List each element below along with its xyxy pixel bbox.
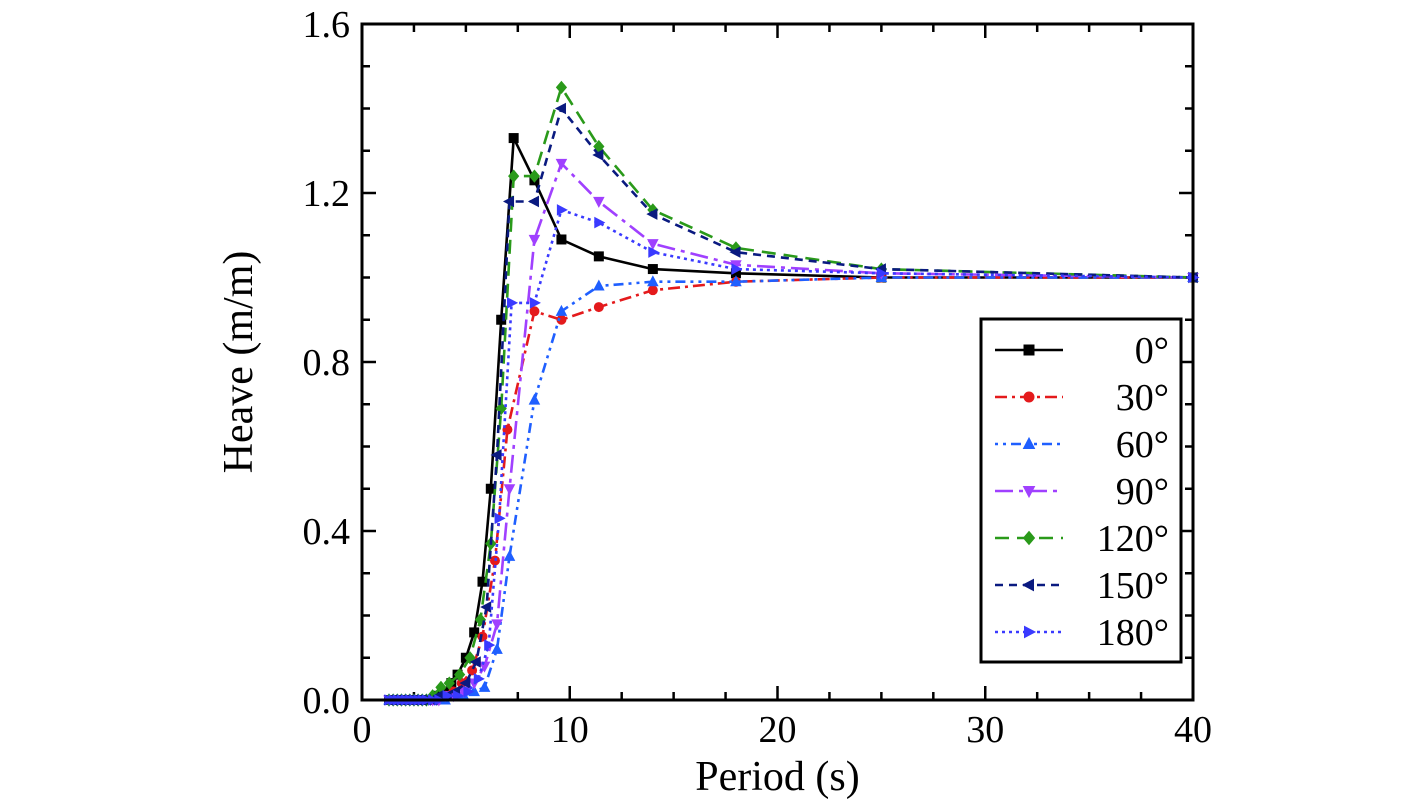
y-axis-title: Heave (m/m) (216, 251, 262, 474)
data-point (554, 102, 566, 115)
legend-label: 90° (1116, 471, 1169, 513)
x-tick-label: 0 (353, 709, 372, 751)
data-point (442, 689, 454, 702)
y-tick-label: 1.6 (303, 4, 351, 46)
y-tick-label: 0.4 (303, 511, 351, 553)
data-point (647, 275, 659, 287)
data-point (1023, 391, 1035, 403)
data-point (593, 279, 605, 291)
data-point (528, 393, 541, 405)
data-point (508, 169, 520, 183)
data-point (507, 297, 519, 309)
data-point (454, 668, 466, 682)
y-tick-label: 0.8 (303, 342, 351, 384)
data-point (473, 673, 485, 685)
data-point (1024, 625, 1037, 639)
data-point (1022, 530, 1036, 546)
data-point (503, 484, 516, 496)
data-point (494, 512, 506, 525)
series-line (389, 86, 1194, 702)
data-point (646, 208, 658, 220)
legend-label: 120° (1097, 518, 1169, 560)
data-point (593, 302, 604, 313)
data-point (1021, 578, 1034, 592)
data-point (484, 639, 496, 651)
data-point (647, 239, 659, 251)
data-point (453, 689, 465, 702)
x-tick-label: 40 (1174, 709, 1212, 751)
data-point (593, 251, 604, 262)
data-point (503, 195, 515, 208)
data-point (876, 267, 888, 280)
legend-label: 150° (1097, 565, 1169, 607)
legend: 0° 30° 60° 90° 120° 150° 180° (979, 317, 1183, 664)
data-point (529, 306, 540, 317)
legend-label: 30° (1116, 377, 1169, 419)
data-point (594, 216, 606, 229)
y-tick-label: 1.2 (303, 173, 351, 215)
data-point (443, 676, 455, 690)
data-point (592, 149, 604, 161)
data-point (528, 234, 541, 246)
data-point (1023, 344, 1035, 356)
data-point (731, 263, 743, 275)
data-point (469, 627, 480, 638)
x-axis-title: Period (s) (695, 754, 859, 800)
data-point (593, 196, 605, 208)
data-point (527, 195, 539, 208)
x-tick-label: 20 (759, 709, 797, 751)
data-point (648, 246, 660, 258)
data-point (729, 246, 741, 258)
data-point (556, 204, 568, 216)
data-point (469, 656, 481, 668)
data-point (1022, 486, 1036, 499)
data-point (1022, 436, 1036, 449)
data-point (528, 169, 541, 183)
data-point (730, 275, 742, 287)
data-point (529, 297, 541, 309)
data-point (508, 133, 519, 144)
data-point (490, 449, 502, 461)
data-point (477, 576, 488, 587)
data-point (555, 80, 568, 94)
data-point (556, 234, 567, 245)
legend-label: 0° (1135, 330, 1169, 372)
data-point (647, 285, 658, 296)
data-point (478, 680, 491, 692)
plot-frame (360, 22, 1195, 702)
data-point (474, 613, 487, 627)
tick-labels: 0 10 20 30 40 0.0 0.4 0.8 1.2 1.6 (303, 4, 1213, 751)
data-point (555, 304, 568, 316)
data-point (503, 549, 516, 561)
legend-label: 60° (1116, 424, 1169, 466)
legend-box (979, 317, 1183, 664)
x-tick-label: 10 (551, 709, 589, 751)
data-point (647, 264, 658, 275)
data-point (463, 685, 475, 698)
data-point (467, 665, 478, 676)
x-tick-label: 30 (966, 709, 1004, 751)
data-point (496, 314, 507, 325)
data-point (491, 619, 503, 631)
data-point (459, 677, 471, 689)
legend-label: 180° (1097, 612, 1169, 654)
data-point (491, 642, 503, 654)
y-tick-label: 0.0 (303, 680, 351, 722)
data-point (555, 158, 568, 170)
